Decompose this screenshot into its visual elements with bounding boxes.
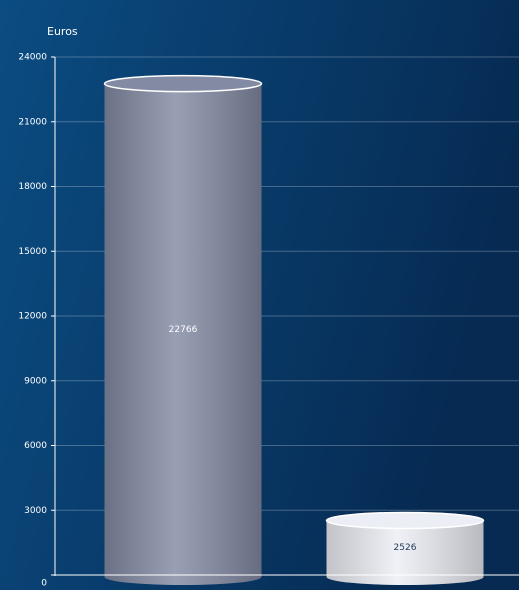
y-tick-label: 0	[41, 579, 47, 589]
bar-top	[325, 511, 485, 530]
y-tick-label: 12000	[18, 312, 47, 322]
y-tick-label: 21000	[18, 117, 47, 127]
y-axis-label: Euros	[47, 25, 78, 38]
y-tick-label: 15000	[18, 247, 47, 257]
bar-shade	[326, 520, 484, 577]
bar-shade	[104, 83, 262, 577]
y-tick-label: 18000	[18, 182, 47, 192]
y-tick-label: 24000	[18, 53, 47, 63]
y-tick-label: 9000	[24, 376, 47, 386]
y-tick-label: 6000	[24, 441, 47, 451]
bar-top	[103, 74, 263, 93]
y-tick-label: 3000	[24, 506, 47, 516]
value-label: 22766	[169, 325, 198, 335]
value-label: 2526	[394, 543, 417, 553]
